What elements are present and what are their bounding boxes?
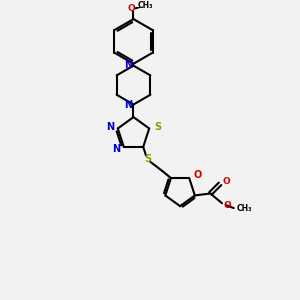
Text: CH₃: CH₃ bbox=[237, 204, 252, 213]
Text: N: N bbox=[106, 122, 114, 132]
Text: S: S bbox=[154, 122, 161, 132]
Text: CH₃: CH₃ bbox=[137, 1, 153, 10]
Text: N: N bbox=[124, 60, 133, 70]
Text: N: N bbox=[124, 100, 133, 110]
Text: O: O bbox=[193, 170, 201, 180]
Text: S: S bbox=[145, 154, 152, 164]
Text: O: O bbox=[223, 177, 231, 186]
Text: O: O bbox=[224, 201, 232, 210]
Text: O: O bbox=[128, 4, 135, 13]
Text: N: N bbox=[112, 144, 120, 154]
